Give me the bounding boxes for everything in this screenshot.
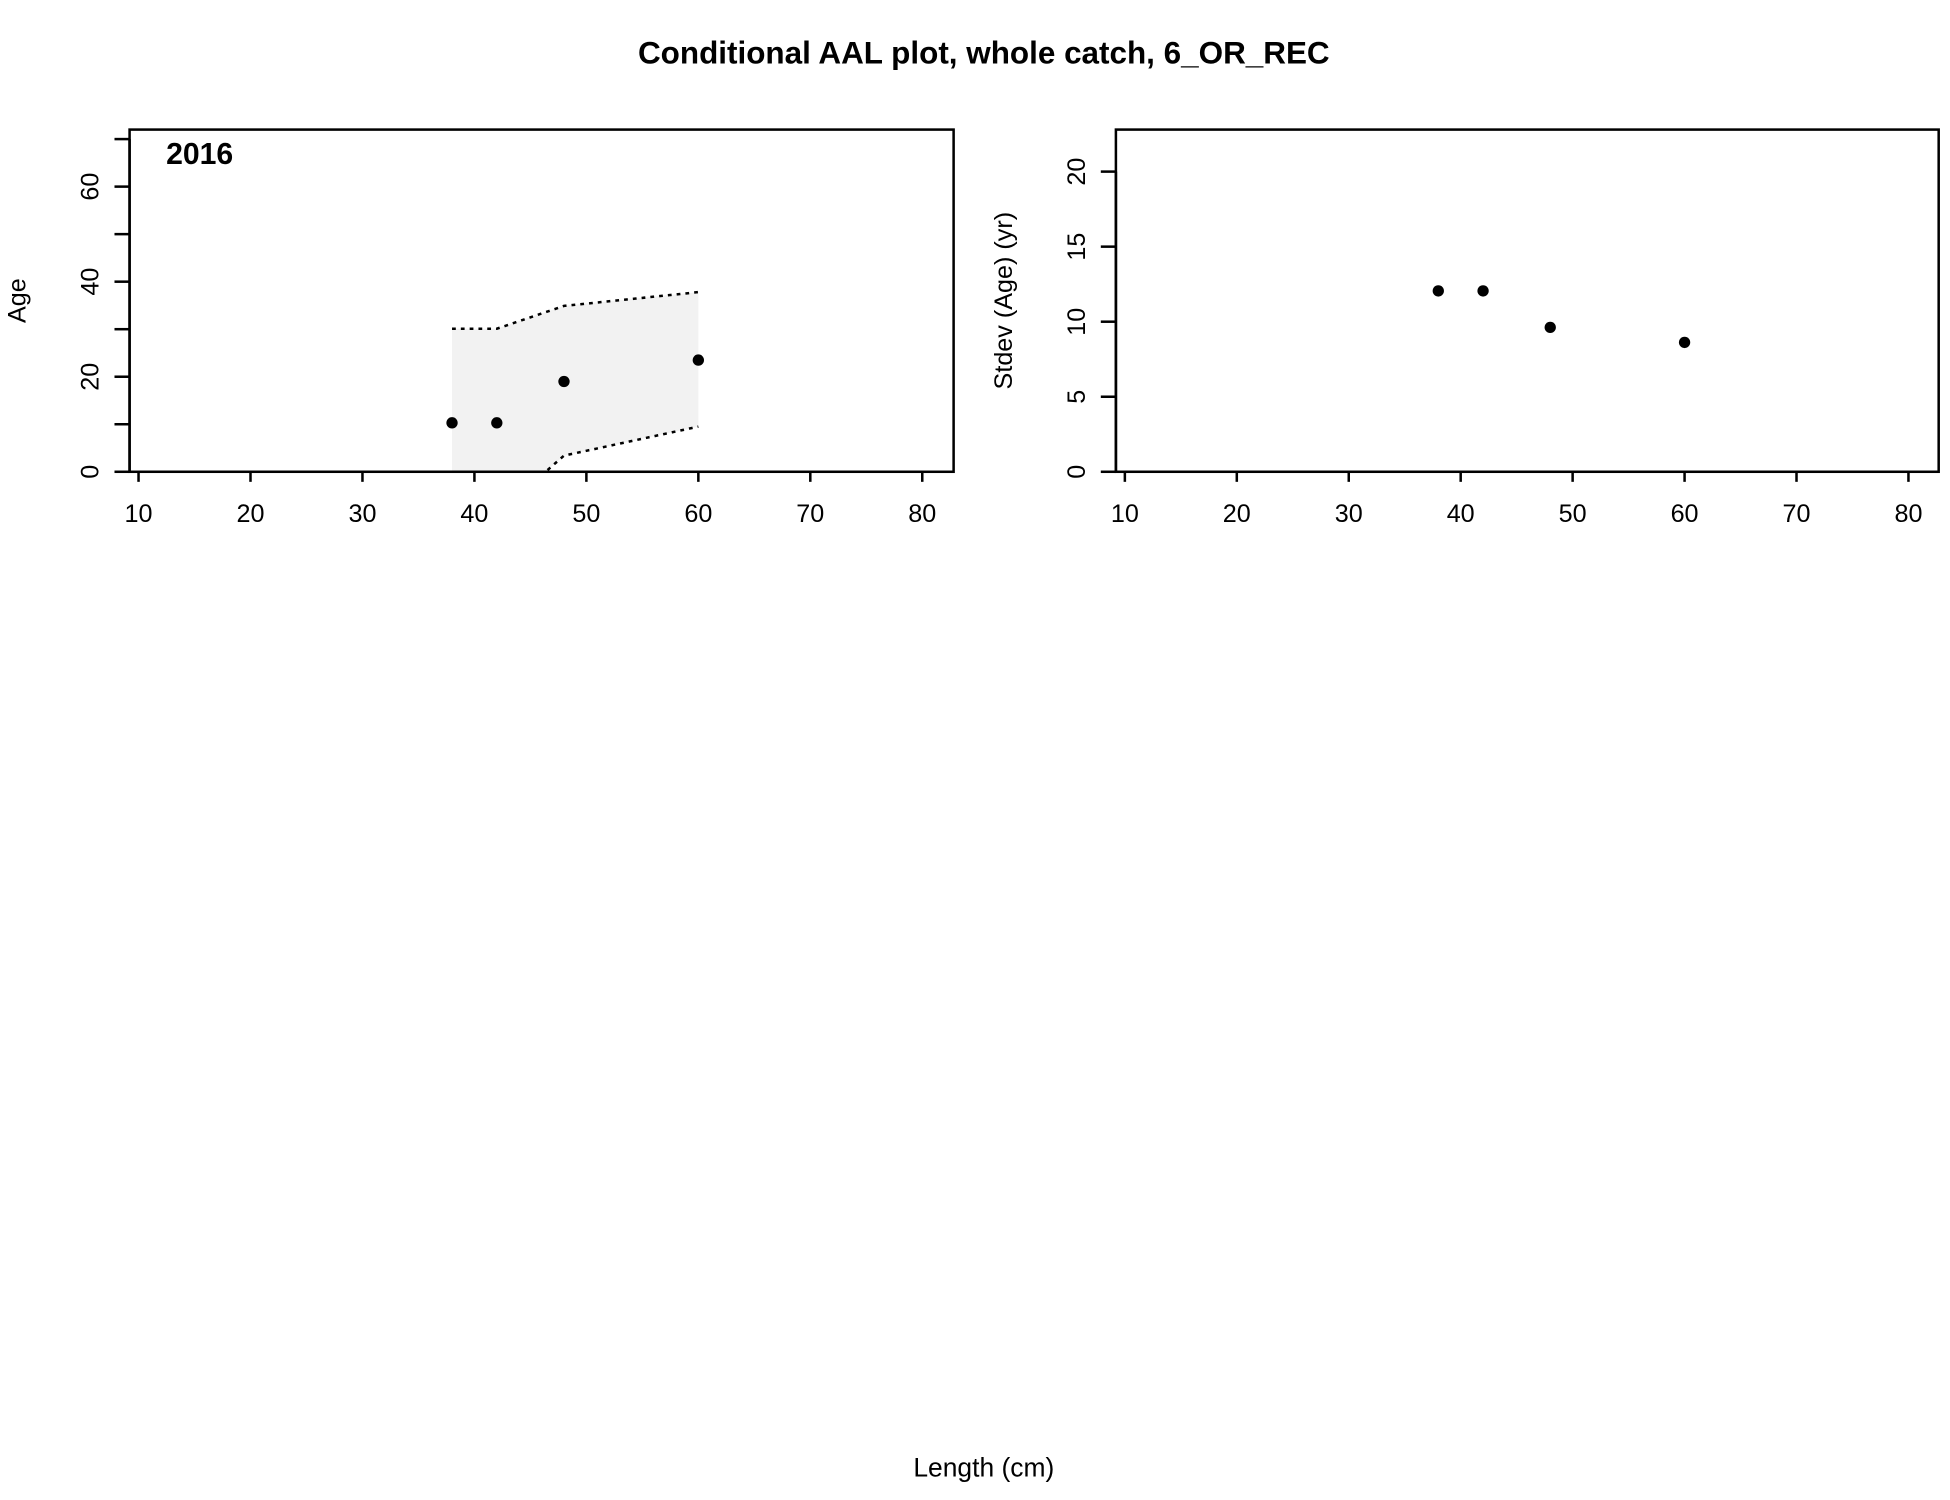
panel: 10 20 30 40 50 60 70 80 0 5 10 15 20 Stdev (Age) (yr) [990, 128, 1940, 528]
y-tick-label: 20 [76, 363, 104, 391]
figure-title: Conditional AAL plot, whole catch, 6_OR_… [638, 36, 1330, 71]
x-tick-label: 40 [460, 500, 488, 528]
plot-frame [1114, 128, 1940, 474]
x-tick-label: 30 [348, 500, 376, 528]
x-tick-label: 60 [684, 500, 712, 528]
x-tick-label: 30 [1335, 500, 1363, 528]
y-tick-label: 40 [76, 268, 104, 296]
y-tick-label: 60 [76, 173, 104, 201]
panel: 10 20 30 40 50 60 70 80 0 20 40 60 Age 2016 [4, 128, 955, 528]
upper-bound-line [452, 290, 699, 330]
x-tick-label: 70 [1783, 500, 1811, 528]
x-tick-label: 50 [1559, 500, 1587, 528]
interval-band [452, 292, 699, 472]
x-tick-label: 20 [1223, 500, 1251, 528]
data-point [692, 354, 705, 366]
x-tick-label: 50 [572, 500, 600, 528]
y-tick-label: 10 [1063, 308, 1091, 336]
y-tick-label: 5 [1063, 390, 1091, 404]
lower-bound-line [543, 425, 699, 472]
data-point [1544, 321, 1556, 334]
data-point [558, 375, 570, 388]
x-tick-label: 80 [908, 500, 936, 528]
data-point [446, 417, 458, 429]
y-tick-label: 0 [76, 465, 104, 479]
y-axis-label: Age [4, 278, 32, 323]
data-point [1432, 285, 1444, 297]
x-tick-label: 20 [237, 500, 265, 528]
x-tick-label: 70 [796, 500, 824, 528]
y-tick-label: 20 [1063, 158, 1091, 186]
x-tick-label: 80 [1894, 500, 1922, 528]
x-tick-label: 10 [125, 500, 153, 528]
panel-label: 2016 [166, 138, 233, 171]
x-tick-label: 60 [1671, 500, 1699, 528]
y-tick-label: 15 [1063, 233, 1091, 261]
x-tick-label: 10 [1111, 500, 1139, 528]
y-tick-label: 0 [1063, 465, 1091, 479]
x-tick-label: 40 [1447, 500, 1475, 528]
data-point [1678, 336, 1691, 349]
y-axis-label: Stdev (Age) (yr) [990, 212, 1018, 390]
data-point [491, 417, 503, 429]
x-axis-label: Length (cm) [913, 1452, 1054, 1482]
data-point [1477, 285, 1489, 297]
